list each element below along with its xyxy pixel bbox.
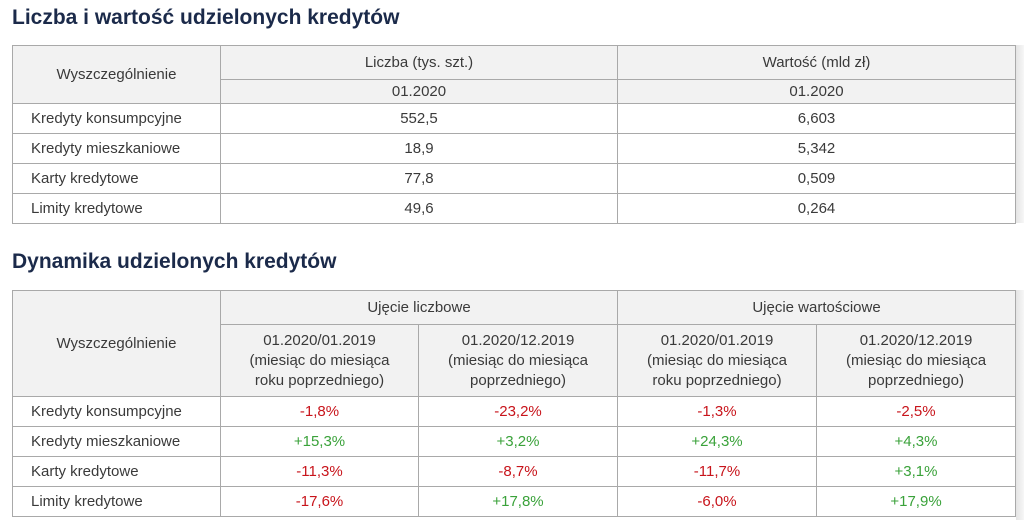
table-row: Limity kredytowe 49,6 0,264: [12, 193, 1016, 224]
row-label: Kredyty mieszkaniowe: [12, 426, 221, 457]
dynamics-cell: +3,1%: [815, 456, 1017, 487]
table-row: Kredyty mieszkaniowe 18,9 5,342: [12, 133, 1016, 164]
cell-value: 0,509: [617, 163, 1016, 194]
row-label: Kredyty mieszkaniowe: [12, 133, 221, 164]
column-header-count: Liczba (tys. szt.): [220, 45, 618, 80]
row-header: Wyszczególnienie: [12, 290, 221, 397]
subcolumn-period: 01.2020/12.2019: [859, 331, 973, 349]
dynamics-cell: -17,6%: [220, 486, 419, 517]
dynamics-cell: +17,8%: [418, 486, 618, 517]
row-label: Karty kredytowe: [12, 456, 221, 487]
subcolumn-desc-line: (miesiąc do miesiąca: [646, 351, 788, 369]
dynamics-cell: -2,5%: [815, 396, 1017, 427]
row-label: Limity kredytowe: [12, 193, 221, 224]
table-edge-shadow: [1016, 290, 1024, 520]
subcolumn-header: 01.2020/12.2019 (miesiąc do miesiąca pop…: [418, 324, 618, 397]
dynamics-cell: +15,3%: [220, 426, 419, 457]
table-row: Kredyty konsumpcyjne -1,8% -23,2% -1,3% …: [12, 396, 1017, 427]
dynamics-cell: -1,3%: [617, 396, 817, 427]
subcolumn-desc-line: (miesiąc do miesiąca: [447, 351, 589, 369]
cell-count: 18,9: [220, 133, 618, 164]
loans-count-value-table: Wyszczególnienie Liczba (tys. szt.) Wart…: [12, 45, 1016, 224]
subcolumn-desc-line: (miesiąc do miesiąca: [249, 351, 390, 369]
row-label: Karty kredytowe: [12, 163, 221, 194]
dynamics-cell: +4,3%: [815, 426, 1017, 457]
group-header-value: Ujęcie wartościowe: [616, 290, 1017, 325]
row-header: Wyszczególnienie: [12, 45, 221, 104]
table-row: Limity kredytowe -17,6% +17,8% -6,0% +17…: [12, 486, 1017, 517]
cell-value: 6,603: [617, 103, 1016, 134]
dynamics-cell: +3,2%: [418, 426, 618, 457]
row-label: Kredyty konsumpcyjne: [12, 103, 221, 134]
period-header-value: 01.2020: [617, 79, 1016, 104]
table-edge-shadow: [1016, 45, 1024, 223]
subcolumn-period: 01.2020/12.2019: [461, 331, 575, 349]
dynamics-cell: -23,2%: [418, 396, 618, 427]
row-label: Limity kredytowe: [12, 486, 221, 517]
subcolumn-period: 01.2020/01.2019: [660, 331, 774, 349]
subcolumn-header: 01.2020/12.2019 (miesiąc do miesiąca pop…: [815, 324, 1017, 397]
subcolumn-desc-line: roku poprzedniego): [652, 371, 782, 389]
period-header-count: 01.2020: [220, 79, 618, 104]
dynamics-cell: -1,8%: [220, 396, 419, 427]
table-row: Karty kredytowe -11,3% -8,7% -11,7% +3,1…: [12, 456, 1017, 487]
dynamics-cell: -8,7%: [418, 456, 618, 487]
section2-title: Dynamika udzielonych kredytów: [12, 250, 337, 273]
subcolumn-header: 01.2020/01.2019 (miesiąc do miesiąca rok…: [220, 324, 419, 397]
loans-dynamics-table: Wyszczególnienie Ujęcie liczbowe Ujęcie …: [12, 290, 1017, 517]
cell-count: 552,5: [220, 103, 618, 134]
subcolumn-desc-line: poprzedniego): [868, 371, 964, 389]
table-row: Karty kredytowe 77,8 0,509: [12, 163, 1016, 194]
row-label: Kredyty konsumpcyjne: [12, 396, 221, 427]
subcolumn-desc-line: roku poprzedniego): [254, 371, 385, 389]
dynamics-cell: +17,9%: [815, 486, 1017, 517]
cell-count: 49,6: [220, 193, 618, 224]
dynamics-cell: -11,7%: [617, 456, 817, 487]
subcolumn-desc-line: poprzedniego): [470, 371, 566, 389]
subcolumn-period: 01.2020/01.2019: [263, 331, 376, 349]
table-row: Kredyty mieszkaniowe +15,3% +3,2% +24,3%…: [12, 426, 1017, 457]
dynamics-cell: +24,3%: [617, 426, 817, 457]
column-header-value: Wartość (mld zł): [617, 45, 1016, 80]
subcolumn-header: 01.2020/01.2019 (miesiąc do miesiąca rok…: [617, 324, 817, 397]
dynamics-cell: -6,0%: [617, 486, 817, 517]
cell-value: 0,264: [617, 193, 1016, 224]
section1-title: Liczba i wartość udzielonych kredytów: [12, 6, 400, 29]
dynamics-cell: -11,3%: [220, 456, 419, 487]
table-row: Kredyty konsumpcyjne 552,5 6,603: [12, 103, 1016, 134]
cell-value: 5,342: [617, 133, 1016, 164]
group-header-count: Ujęcie liczbowe: [220, 290, 618, 325]
cell-count: 77,8: [220, 163, 618, 194]
subcolumn-desc-line: (miesiąc do miesiąca: [845, 351, 987, 369]
